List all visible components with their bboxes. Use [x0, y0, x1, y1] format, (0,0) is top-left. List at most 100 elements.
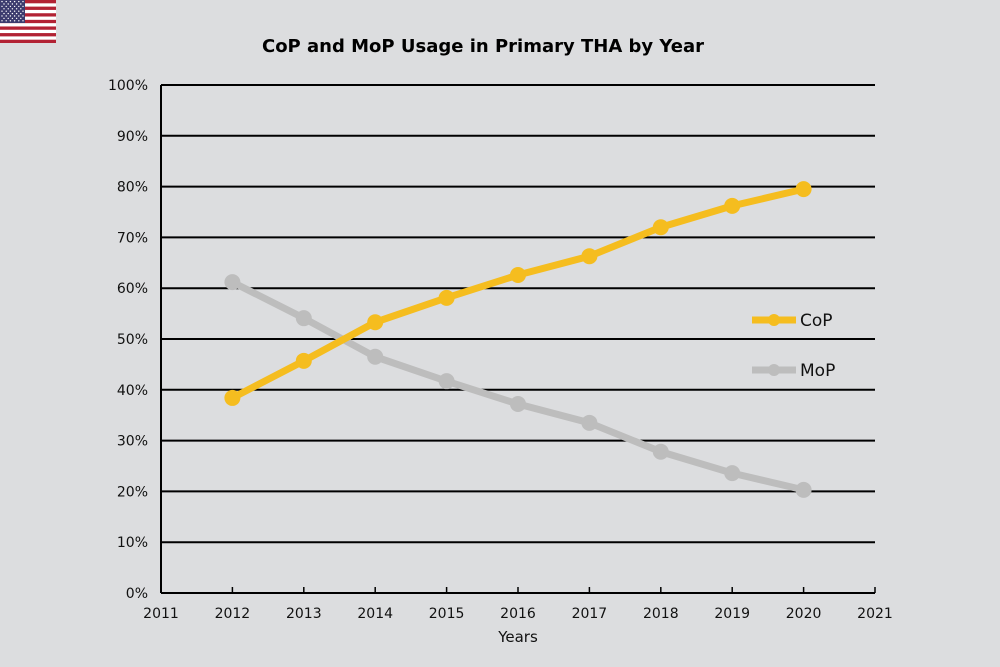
flag-star	[1, 10, 3, 12]
flag-star	[5, 0, 7, 3]
flag-star	[13, 5, 16, 8]
x-tick-label: 2018	[643, 606, 679, 622]
flag-star	[22, 20, 24, 22]
data-point-cop	[367, 314, 384, 331]
flag-star	[5, 5, 7, 8]
legend-swatch-marker	[768, 314, 780, 326]
flag-star	[18, 10, 20, 12]
flag-star	[13, 0, 16, 3]
flag-stripe	[0, 16, 56, 21]
flag-star	[7, 8, 9, 10]
series-cop	[224, 181, 812, 406]
legend-label: CoP	[800, 311, 833, 331]
flag-star	[18, 5, 20, 8]
flag-stripe	[0, 0, 56, 4]
flag-star	[13, 20, 16, 22]
data-point-mop	[295, 310, 312, 327]
flag-stripe	[0, 23, 56, 27]
x-tick-label: 2019	[714, 606, 750, 622]
flag-star	[3, 8, 5, 10]
x-axis-label: Years	[497, 628, 538, 646]
data-point-mop	[724, 465, 741, 482]
y-tick-label: 60%	[117, 281, 148, 297]
flag-star	[11, 3, 14, 5]
flag-star	[9, 20, 12, 22]
y-tick-label: 80%	[117, 180, 148, 196]
flag-star	[5, 20, 7, 22]
flag-stripe	[0, 26, 56, 31]
flag-stripe	[0, 36, 56, 40]
us-flag-icon	[0, 0, 56, 43]
data-point-mop	[581, 414, 598, 431]
flag-star	[9, 0, 12, 3]
legend-label: MoP	[800, 361, 835, 381]
flag-star	[13, 15, 16, 17]
flag-star	[11, 12, 14, 15]
flag-star	[3, 12, 5, 15]
flag-star	[15, 12, 18, 15]
flag-star	[13, 10, 16, 12]
flag-star	[15, 17, 18, 20]
y-tick-label: 30%	[117, 434, 148, 450]
y-tick-label: 70%	[117, 230, 148, 246]
flag-star	[20, 3, 22, 5]
flag-star	[7, 12, 9, 15]
flag-star	[11, 17, 14, 20]
flag-star	[20, 17, 22, 20]
flag-star	[7, 17, 9, 20]
x-tick-label: 2012	[215, 606, 251, 622]
data-point-cop	[581, 248, 598, 265]
flag-star	[11, 8, 14, 10]
legend-item-cop: CoP	[752, 311, 833, 331]
flag-star	[1, 20, 3, 22]
x-tick-label: 2014	[357, 606, 393, 622]
flag-star	[3, 17, 5, 20]
data-point-mop	[510, 396, 526, 413]
flag-star	[18, 0, 20, 3]
legend-item-mop: MoP	[752, 361, 835, 381]
flag-star	[22, 10, 24, 12]
flag-stripe	[0, 33, 56, 37]
x-tick-label: 2011	[143, 606, 179, 622]
y-tick-label: 40%	[117, 383, 148, 399]
chart-title: CoP and MoP Usage in Primary THA by Year	[262, 36, 704, 57]
flag-stripe	[0, 3, 56, 7]
flag-stripe	[0, 19, 56, 24]
y-tick-label: 50%	[117, 332, 148, 348]
flag-star	[1, 15, 3, 17]
flag-stripe	[0, 9, 56, 14]
data-point-cop	[438, 289, 455, 306]
flag-star	[3, 3, 5, 5]
flag-star	[20, 12, 22, 15]
series-line-mop	[228, 278, 808, 494]
flag-stripe	[0, 39, 56, 43]
series-mop	[224, 274, 812, 498]
y-tick-label: 90%	[117, 129, 148, 145]
flag-star	[9, 10, 12, 12]
flag-stripe	[0, 13, 56, 17]
flag-stripe	[0, 29, 56, 34]
data-point-cop	[724, 197, 741, 214]
y-axis-ticks: 0% 10% 20% 30% 40% 50% 60% 70% 80% 90% 100%	[108, 78, 148, 602]
flag-star	[9, 5, 12, 8]
data-point-mop	[367, 348, 384, 365]
legend: CoP MoP	[752, 311, 835, 381]
flag-star	[20, 8, 22, 10]
flag-star	[18, 15, 20, 17]
data-point-cop	[224, 389, 241, 406]
gridlines	[161, 84, 875, 544]
series-line-cop	[228, 185, 808, 402]
data-point-cop	[795, 181, 812, 198]
data-point-mop	[795, 481, 812, 498]
x-tick-label: 2013	[286, 606, 322, 622]
x-tick-label: 2015	[429, 606, 465, 622]
y-tick-label: 0%	[126, 586, 148, 602]
y-tick-label: 10%	[117, 535, 148, 551]
y-tick-label: 100%	[108, 78, 148, 94]
flag-star	[15, 3, 18, 5]
x-tick-label: 2021	[857, 606, 893, 622]
flag-star	[22, 0, 24, 3]
data-point-mop	[438, 373, 455, 390]
x-axis-ticks: 2011 2012 2013 2014 2015 2016 2017 2018 2019 2020…	[143, 587, 893, 622]
